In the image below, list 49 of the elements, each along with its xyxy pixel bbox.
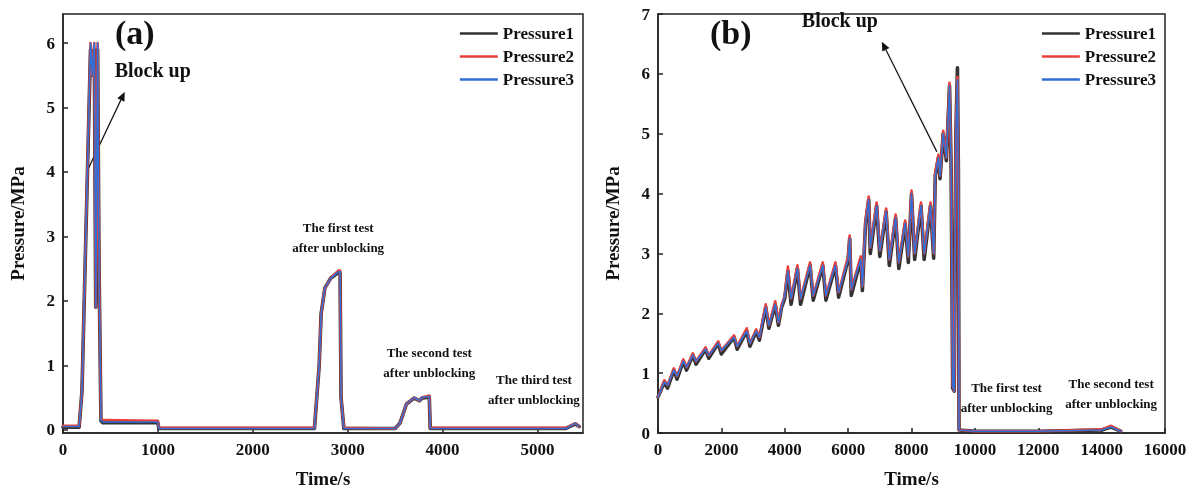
x-tick-label: 3000	[330, 440, 365, 459]
x-tick-label: 2000	[235, 440, 270, 459]
y-tick-label: 5	[641, 124, 650, 144]
x-tick-label: 2000	[704, 440, 739, 459]
annotation: The first test after unblocking	[960, 379, 1053, 415]
legend-label: Pressure3	[1084, 70, 1156, 89]
y-tick-label: 1	[46, 355, 55, 375]
x-tick-label: 5000	[520, 440, 555, 459]
chart-title: (b)	[710, 13, 752, 52]
x-tick-label: 4000	[425, 440, 460, 459]
legend-label: Pressure2	[502, 47, 574, 66]
annotation: The third test after unblocking	[488, 371, 581, 407]
x-tick-label: 6000	[831, 440, 866, 459]
x-tick-label: 1000	[140, 440, 175, 459]
annotation: Block up	[801, 8, 879, 32]
y-tick-label: 6	[641, 64, 650, 84]
y-tick-label: 0	[46, 420, 55, 440]
x-tick-label: 0	[58, 440, 68, 459]
y-tick-label: 4	[641, 184, 651, 204]
y-tick-label: 3	[641, 243, 650, 263]
y-tick-label: 2	[641, 303, 650, 323]
annotation: The first test after unblocking	[292, 220, 385, 256]
x-tick-label: 8000	[894, 440, 929, 459]
annotation: The second test after unblocking	[1065, 375, 1158, 411]
y-tick-label: 2	[46, 291, 55, 311]
x-tick-label: 12000	[1017, 440, 1060, 459]
y-axis-title: Pressure/MPa	[7, 165, 28, 281]
y-axis-title: Pressure/MPa	[602, 165, 623, 281]
y-tick-label: 4	[46, 162, 56, 182]
x-tick-label: 16000	[1143, 440, 1187, 459]
legend-label: Pressure3	[502, 70, 574, 89]
x-tick-label: 10000	[953, 440, 997, 459]
chart-title: (a)	[115, 13, 155, 52]
annotation: Block up	[114, 58, 191, 82]
x-axis-title: Time/s	[884, 468, 939, 489]
legend-label: Pressure1	[502, 24, 574, 43]
legend-label: Pressure1	[1084, 24, 1156, 43]
legend-label: Pressure2	[1084, 47, 1156, 66]
x-axis-title: Time/s	[295, 468, 351, 489]
y-tick-label: 7	[641, 4, 651, 24]
y-tick-label: 6	[46, 33, 55, 53]
y-tick-label: 0	[641, 423, 650, 443]
y-tick-label: 1	[641, 363, 650, 383]
y-tick-label: 3	[46, 226, 55, 246]
annotation: The second test after unblocking	[383, 344, 476, 380]
x-tick-label: 0	[653, 440, 663, 459]
y-tick-label: 5	[46, 97, 55, 117]
x-tick-label: 14000	[1080, 440, 1123, 459]
x-tick-label: 4000	[767, 440, 802, 459]
